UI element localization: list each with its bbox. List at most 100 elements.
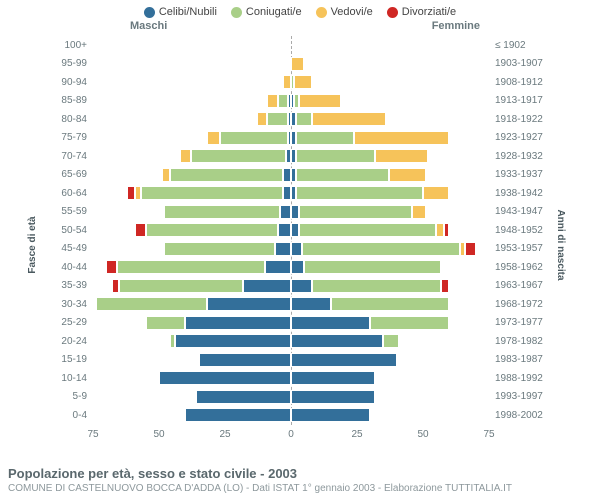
age-label: 75-79	[58, 132, 93, 143]
bar-segment	[146, 316, 186, 330]
bar-segment	[278, 94, 289, 108]
bars-male	[93, 75, 291, 89]
bar-segment	[389, 168, 426, 182]
pyramid-row: 25-29 1973-1977	[58, 314, 544, 333]
age-label: 20-24	[58, 336, 93, 347]
bar-segment	[170, 168, 284, 182]
header-male: Maschi	[130, 20, 167, 32]
bar-segment	[283, 186, 291, 200]
bar-segment	[312, 112, 386, 126]
bars	[93, 38, 489, 52]
bars-male	[93, 334, 291, 348]
bar-segment	[207, 297, 291, 311]
bars-male	[93, 94, 291, 108]
legend-dot	[316, 7, 327, 18]
bar-segment	[283, 168, 291, 182]
bar-segment	[106, 260, 117, 274]
bars-male	[93, 353, 291, 367]
bar-segment	[291, 279, 312, 293]
bars	[93, 408, 489, 422]
bars	[93, 371, 489, 385]
birth-year-label: ≤ 1902	[489, 40, 544, 51]
age-label: 5-9	[58, 391, 93, 402]
bar-segment	[296, 168, 388, 182]
legend: Celibi/NubiliConiugati/eVedovi/eDivorzia…	[0, 0, 600, 20]
bar-segment	[185, 316, 291, 330]
pyramid-row: 100+ ≤ 1902	[58, 36, 544, 55]
bar-segment	[291, 408, 370, 422]
bar-segment	[96, 297, 207, 311]
bar-segment	[291, 390, 375, 404]
bars-female	[291, 279, 489, 293]
pyramid-row: 85-89 1913-1917	[58, 92, 544, 111]
age-label: 15-19	[58, 354, 93, 365]
bars-female	[291, 334, 489, 348]
age-label: 70-74	[58, 151, 93, 162]
chart-title: Popolazione per età, sesso e stato civil…	[8, 466, 512, 481]
legend-item: Divorziati/e	[387, 6, 456, 18]
legend-label: Celibi/Nubili	[159, 6, 217, 18]
bars-female	[291, 242, 489, 256]
bar-segment	[191, 149, 286, 163]
bars-female	[291, 149, 489, 163]
birth-year-label: 1913-1917	[489, 95, 544, 106]
bars-female	[291, 316, 489, 330]
footer: Popolazione per età, sesso e stato civil…	[8, 466, 512, 494]
bar-segment	[196, 390, 291, 404]
bars-male	[93, 57, 291, 71]
bar-segment	[291, 242, 302, 256]
bars-male	[93, 242, 291, 256]
bars-male	[93, 186, 291, 200]
age-label: 35-39	[58, 280, 93, 291]
bars-female	[291, 353, 489, 367]
birth-year-label: 1938-1942	[489, 188, 544, 199]
birth-year-label: 1973-1977	[489, 317, 544, 328]
bars-female	[291, 408, 489, 422]
bars	[93, 168, 489, 182]
bars	[93, 57, 489, 71]
birth-year-label: 1983-1987	[489, 354, 544, 365]
legend-label: Coniugati/e	[246, 6, 302, 18]
bars-male	[93, 223, 291, 237]
bar-segment	[291, 353, 397, 367]
bar-segment	[164, 242, 275, 256]
bars-male	[93, 205, 291, 219]
bars-female	[291, 260, 489, 274]
bar-segment	[275, 242, 291, 256]
chart-container: Fasce di età Anni di nascita 100+ ≤ 1902…	[0, 36, 600, 455]
bar-segment	[441, 279, 449, 293]
bars-male	[93, 131, 291, 145]
pyramid-row: 10-14 1988-1992	[58, 369, 544, 388]
bar-segment	[291, 297, 331, 311]
pyramid-row: 50-54 1948-1952	[58, 221, 544, 240]
legend-dot	[144, 7, 155, 18]
x-tick: 25	[351, 429, 362, 440]
x-axis: 7550250255075	[58, 429, 544, 455]
bar-segment	[294, 75, 312, 89]
bars	[93, 353, 489, 367]
bar-segment	[278, 223, 291, 237]
x-tick: 50	[153, 429, 164, 440]
birth-year-label: 1928-1932	[489, 151, 544, 162]
bar-segment	[296, 186, 423, 200]
bars	[93, 205, 489, 219]
pyramid-row: 55-59 1943-1947	[58, 203, 544, 222]
bar-segment	[465, 242, 476, 256]
bar-segment	[302, 242, 460, 256]
legend-item: Coniugati/e	[231, 6, 302, 18]
bar-segment	[291, 260, 304, 274]
bar-segment	[291, 223, 299, 237]
birth-year-label: 1988-1992	[489, 373, 544, 384]
bar-segment	[304, 260, 441, 274]
age-label: 90-94	[58, 77, 93, 88]
bars	[93, 223, 489, 237]
bars	[93, 186, 489, 200]
bars-female	[291, 75, 489, 89]
pyramid-row: 30-34 1968-1972	[58, 295, 544, 314]
bar-segment	[199, 353, 291, 367]
age-label: 0-4	[58, 410, 93, 421]
pyramid-row: 40-44 1958-1962	[58, 258, 544, 277]
bars-male	[93, 279, 291, 293]
pyramid-row: 5-9 1993-1997	[58, 388, 544, 407]
gender-headers: Maschi Femmine	[0, 20, 600, 36]
